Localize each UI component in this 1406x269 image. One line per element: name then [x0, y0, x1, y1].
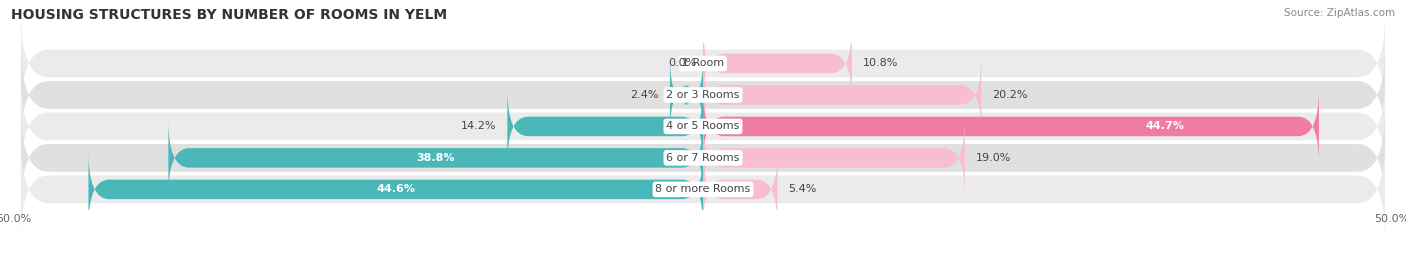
Text: 0.0%: 0.0% [668, 58, 696, 69]
Text: 5.4%: 5.4% [789, 184, 817, 194]
FancyBboxPatch shape [169, 121, 703, 195]
Text: 44.7%: 44.7% [1146, 121, 1184, 132]
FancyBboxPatch shape [21, 109, 1385, 207]
Text: 2.4%: 2.4% [630, 90, 659, 100]
FancyBboxPatch shape [703, 152, 778, 227]
FancyBboxPatch shape [703, 26, 852, 101]
FancyBboxPatch shape [703, 121, 965, 195]
Text: 44.6%: 44.6% [377, 184, 415, 194]
Text: 2 or 3 Rooms: 2 or 3 Rooms [666, 90, 740, 100]
Text: 38.8%: 38.8% [416, 153, 456, 163]
FancyBboxPatch shape [703, 89, 1319, 164]
Text: 14.2%: 14.2% [461, 121, 496, 132]
FancyBboxPatch shape [669, 58, 703, 132]
Text: 4 or 5 Rooms: 4 or 5 Rooms [666, 121, 740, 132]
Text: 1 Room: 1 Room [682, 58, 724, 69]
FancyBboxPatch shape [21, 15, 1385, 113]
Text: 6 or 7 Rooms: 6 or 7 Rooms [666, 153, 740, 163]
FancyBboxPatch shape [21, 46, 1385, 144]
FancyBboxPatch shape [508, 89, 703, 164]
Text: 19.0%: 19.0% [976, 153, 1011, 163]
Text: 8 or more Rooms: 8 or more Rooms [655, 184, 751, 194]
FancyBboxPatch shape [89, 152, 703, 227]
Text: 10.8%: 10.8% [863, 58, 898, 69]
Text: 20.2%: 20.2% [993, 90, 1028, 100]
Text: Source: ZipAtlas.com: Source: ZipAtlas.com [1284, 8, 1395, 18]
Text: HOUSING STRUCTURES BY NUMBER OF ROOMS IN YELM: HOUSING STRUCTURES BY NUMBER OF ROOMS IN… [11, 8, 447, 22]
FancyBboxPatch shape [703, 58, 981, 132]
FancyBboxPatch shape [21, 77, 1385, 175]
FancyBboxPatch shape [21, 140, 1385, 238]
